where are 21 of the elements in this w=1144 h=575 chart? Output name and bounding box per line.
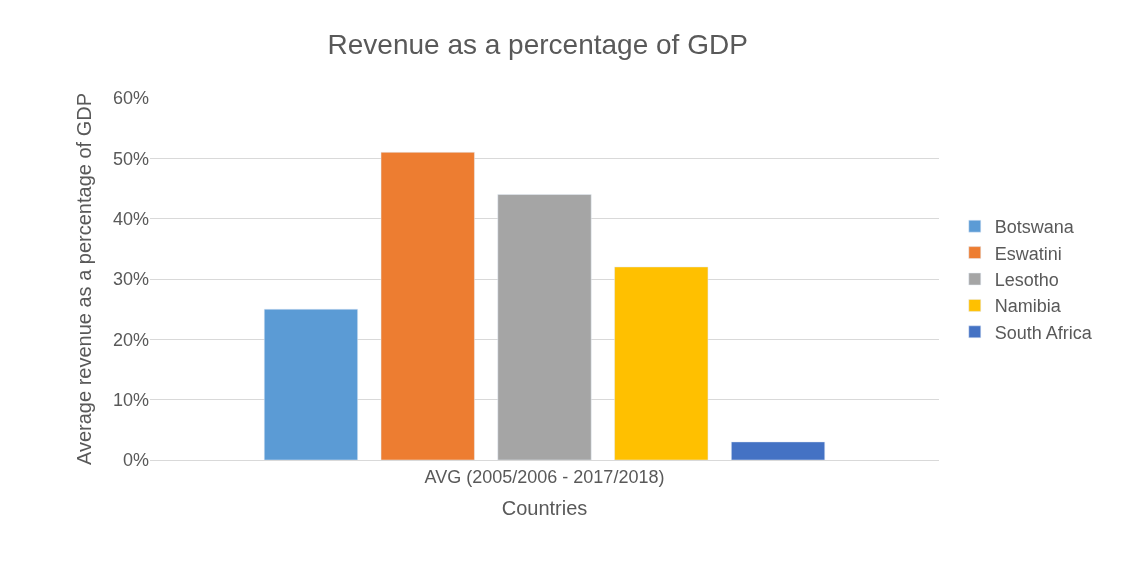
y-tick-label: 40% xyxy=(112,208,149,229)
bar xyxy=(264,308,358,460)
bar xyxy=(380,152,475,460)
legend-label: Botswana xyxy=(994,217,1075,238)
bar xyxy=(497,194,592,460)
x-tick-label: AVG (2005/2006 - 2017/2018) xyxy=(424,466,665,487)
y-tick-label: 0% xyxy=(122,450,149,471)
chart-title: Revenue as a percentage of GDP xyxy=(327,29,748,61)
y-tick-label: 30% xyxy=(112,269,149,290)
y-tick-label: 20% xyxy=(112,329,149,350)
legend-label: Eswatini xyxy=(994,243,1062,264)
bar xyxy=(614,266,709,460)
legend-label: Lesotho xyxy=(994,270,1059,291)
y-tick-label: 10% xyxy=(112,389,149,410)
y-tick-label: 60% xyxy=(112,88,149,109)
legend-label: South Africa xyxy=(994,322,1093,343)
bar xyxy=(731,441,825,460)
x-axis-title: Countries xyxy=(501,497,588,520)
y-axis-title: Average revenue as a percentage of GDP xyxy=(73,92,96,466)
y-tick-label: 50% xyxy=(112,148,149,169)
legend-label: Namibia xyxy=(994,296,1062,317)
